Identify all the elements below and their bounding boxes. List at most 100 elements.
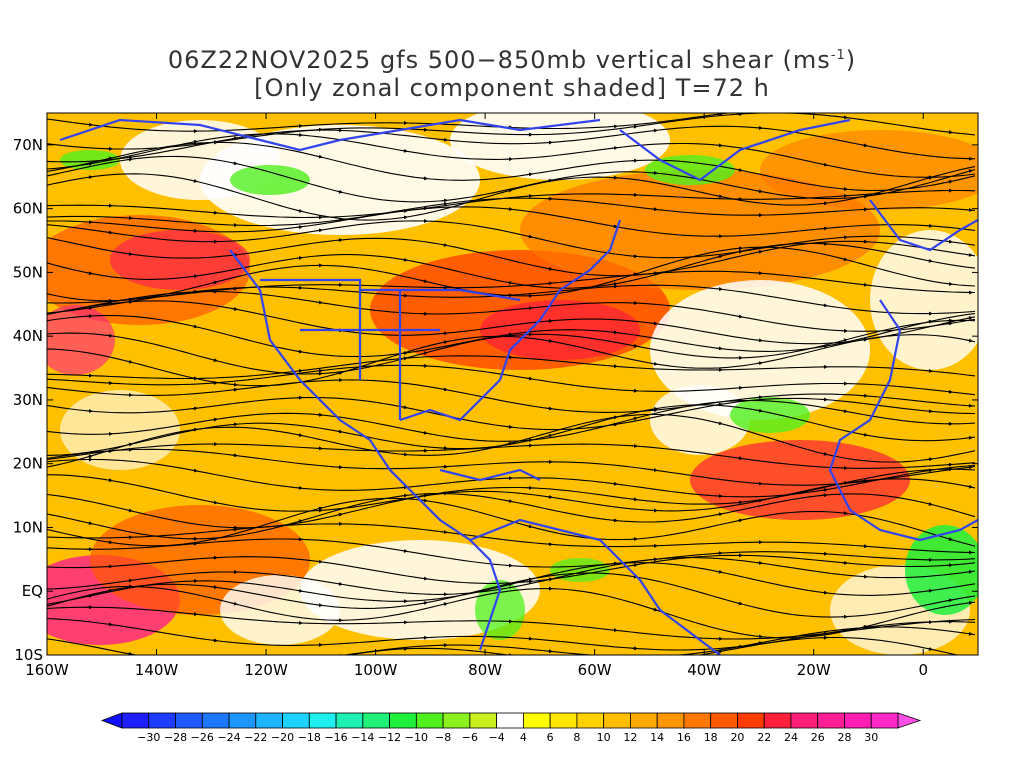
streamline-arrow: [736, 167, 743, 172]
streamline-arrow: [756, 249, 763, 254]
colorbar-low-arrow: [100, 712, 123, 729]
streamline-arrow: [421, 430, 428, 435]
streamline-arrow: [946, 239, 953, 244]
streamline-arrow: [756, 189, 763, 194]
colorbar-segment: [308, 712, 337, 729]
colorbar-segment: [255, 712, 283, 729]
streamline-arrow: [506, 441, 513, 446]
streamline-arrow: [86, 175, 93, 180]
streamline-arrow: [401, 257, 408, 262]
colorbar-label: −16: [324, 731, 347, 744]
streamline-arrow: [441, 242, 448, 247]
colorbar-high-arrow: [897, 712, 922, 729]
colorbar-label: −24: [217, 731, 240, 744]
lat-tick-label: 70N: [13, 136, 43, 154]
streamline-arrow: [841, 338, 848, 343]
colorbar-label: −26: [191, 731, 214, 744]
colorbar-segment: [415, 712, 444, 729]
colorbar-label: 20: [730, 731, 744, 744]
colorbar-label: −4: [489, 731, 505, 744]
colorbar-label: −14: [351, 731, 374, 744]
streamline-arrow: [191, 274, 198, 279]
streamline: [47, 113, 976, 150]
colorbar: −30 −28 −26 −24 −22 −20 −18 −16 −14 −12 −10 −8 −6 −4 4…: [100, 712, 922, 744]
streamline-arrow: [756, 498, 763, 503]
coastlines: [59, 118, 978, 655]
streamline: [47, 557, 976, 595]
streamline-arrow: [421, 498, 428, 503]
streamline-arrow: [106, 622, 113, 627]
streamline: [47, 220, 976, 259]
streamline-arrow: [86, 521, 93, 525]
streamline: [346, 636, 960, 655]
streamline-arrow: [211, 536, 218, 541]
lon-tick-label: 80W: [468, 661, 502, 679]
streamline-arrow: [231, 136, 238, 141]
colorbar-segment: [442, 712, 471, 729]
streamline-arrow: [841, 628, 848, 633]
streamline-arrow: [106, 230, 113, 235]
streamline-arrow: [296, 588, 303, 593]
streamline-arrow: [821, 451, 828, 456]
colorbar-segment: [576, 712, 605, 729]
streamline-arrow: [316, 603, 323, 608]
colorbar-segment: [763, 712, 792, 729]
longitude-axis: 160W 140W 120W 100W 80W 60W 40W 20W 0: [25, 113, 928, 679]
streamline-arrow: [821, 488, 828, 492]
streamline-arrow: [651, 321, 658, 326]
colorbar-label: −30: [137, 731, 160, 744]
streamline-arrow: [336, 189, 343, 194]
colorbar-label: −6: [462, 731, 478, 744]
streamline-arrow: [716, 113, 723, 117]
streamline-arrow: [296, 256, 303, 260]
colorbar-segment: [121, 712, 150, 729]
streamline-arrow: [296, 208, 303, 213]
colorbar-segment: [228, 712, 257, 729]
streamline-arrow: [191, 427, 198, 432]
streamline-arrow: [506, 188, 513, 193]
streamline-arrow: [211, 417, 218, 422]
streamline-arrow: [716, 421, 723, 426]
colorbar-label: −22: [244, 731, 267, 744]
streamline-arrow: [966, 631, 973, 636]
streamline-arrow: [86, 454, 93, 459]
streamline-arrow: [211, 280, 218, 285]
map-title-line1: 06Z22NOV2025 gfs 500−850mb vertical shea…: [0, 46, 1024, 74]
streamline-arrow: [401, 208, 408, 213]
streamline-arrow: [966, 252, 973, 257]
streamline-arrow: [296, 433, 303, 437]
lat-tick-label: 10N: [13, 518, 43, 536]
streamline-arrow: [736, 518, 743, 523]
streamline-arrow: [421, 601, 428, 606]
latitude-axis: 70N 60N 50N 40N 30N 20N 10N EQ 10S: [13, 136, 978, 664]
colorbar-label: 22: [757, 731, 771, 744]
streamline-arrow: [651, 406, 658, 411]
streamline-arrow: [631, 124, 638, 129]
streamline-arrow: [631, 563, 638, 568]
streamline-arrow: [966, 569, 973, 574]
streamline-arrow: [946, 179, 953, 184]
streamline-arrow: [611, 282, 618, 286]
colorbar-label: 14: [650, 731, 664, 744]
streamline-arrow: [231, 306, 238, 311]
streamline-arrow: [401, 215, 408, 220]
streamline-arrow: [926, 502, 933, 506]
streamline: [47, 237, 976, 277]
streamline-arrow: [126, 359, 133, 364]
streamline-arrow: [506, 332, 513, 337]
streamline-arrow: [336, 581, 343, 586]
colorbar-label: −10: [405, 731, 428, 744]
streamline: [47, 448, 976, 486]
streamline-arrow: [546, 338, 553, 343]
streamline-arrow: [191, 139, 198, 144]
streamline-arrow: [716, 254, 723, 259]
colorbar-label: 28: [837, 731, 851, 744]
lat-tick-label: EQ: [22, 582, 43, 600]
streamline-arrow: [526, 172, 533, 177]
streamline-arrow: [191, 324, 198, 329]
colorbar-segment: [389, 712, 417, 729]
streamline-arrow: [946, 321, 953, 326]
streamline-arrow: [296, 349, 303, 354]
colorbar-label: 18: [704, 731, 718, 744]
streamline-arrow: [736, 314, 743, 319]
